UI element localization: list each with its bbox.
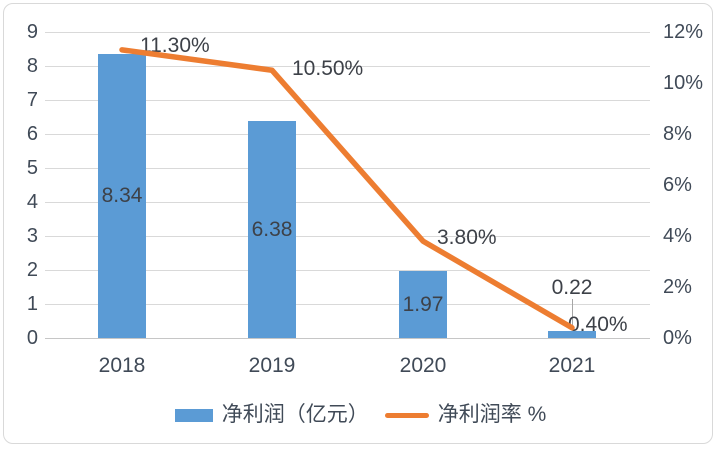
left-axis-tick: 6 xyxy=(26,123,38,145)
left-axis-tick: 5 xyxy=(26,157,38,179)
right-axis-tick: 4% xyxy=(663,225,692,247)
left-axis-tick: 7 xyxy=(26,89,38,111)
right-axis-tick: 2% xyxy=(663,276,692,298)
right-axis-tick: 8% xyxy=(663,123,692,145)
x-axis-label: 2020 xyxy=(399,354,447,377)
left-axis-tick: 0 xyxy=(26,327,38,349)
right-axis-tick: 0% xyxy=(663,327,692,349)
legend-label-net-margin: 净利润率 % xyxy=(437,403,547,426)
bar-value-label: 0.22 xyxy=(551,276,593,299)
left-axis-tick: 1 xyxy=(26,293,38,315)
legend-item-net-profit: 净利润（亿元） xyxy=(174,403,369,427)
line-value-label: 10.50% xyxy=(292,57,364,81)
right-axis-tick: 12% xyxy=(663,21,704,43)
left-axis-tick: 4 xyxy=(26,191,38,213)
right-axis-tick: 10% xyxy=(663,72,704,94)
bar-value-label: 1.97 xyxy=(402,292,444,316)
right-axis-tick: 6% xyxy=(663,174,692,196)
line-value-label: 3.80% xyxy=(437,226,497,250)
bar-value-label: 6.38 xyxy=(251,217,293,241)
bar-2021 xyxy=(548,330,596,338)
line-value-label: 11.30% xyxy=(140,33,210,57)
x-axis-line xyxy=(45,338,650,339)
left-axis-tick: 9 xyxy=(26,21,38,43)
bar-swatch-icon xyxy=(174,408,213,422)
legend: 净利润（亿元） 净利润率 % xyxy=(0,403,721,427)
legend-label-net-profit: 净利润（亿元） xyxy=(221,403,369,426)
left-axis-tick: 8 xyxy=(26,55,38,77)
left-axis-tick: 2 xyxy=(26,259,38,281)
x-axis-label: 2021 xyxy=(548,354,596,377)
gridline xyxy=(45,32,650,33)
x-axis-label: 2018 xyxy=(98,354,146,377)
left-axis-tick: 3 xyxy=(26,225,38,247)
bar-value-label: 8.34 xyxy=(101,184,143,208)
legend-item-net-margin: 净利润率 % xyxy=(384,403,547,427)
line-swatch-icon xyxy=(384,412,429,418)
x-axis-label: 2019 xyxy=(248,354,296,377)
line-value-label: 0.40% xyxy=(568,312,628,336)
